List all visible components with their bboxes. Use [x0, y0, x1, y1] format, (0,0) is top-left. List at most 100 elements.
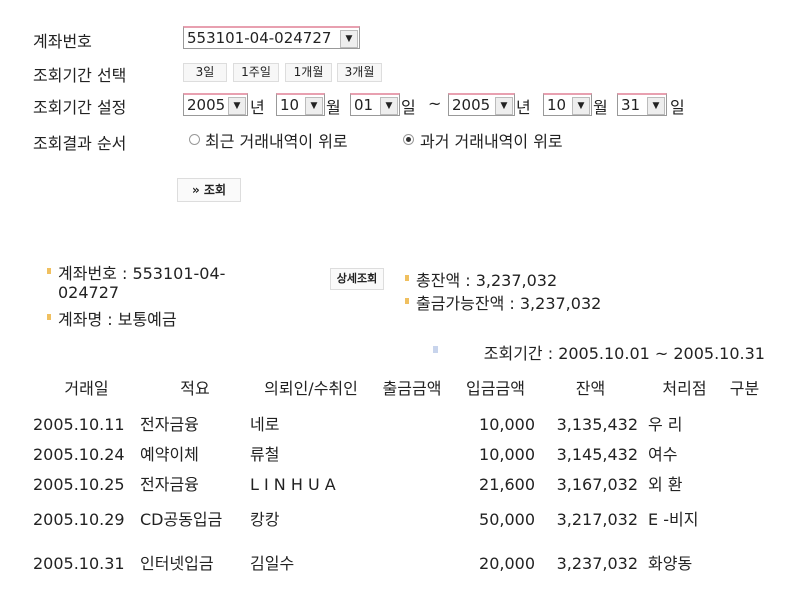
- cell-date: 2005.10.11: [33, 415, 125, 434]
- cell-type: [727, 500, 762, 540]
- bullet-icon: [47, 268, 51, 274]
- header-type: 구분: [729, 378, 760, 398]
- cell-branch: 외 환: [648, 475, 683, 494]
- unit-day: 일: [401, 98, 416, 117]
- available-balance: 출금가능잔액 : 3,237,032: [416, 294, 602, 313]
- to-year-select[interactable]: 2005 ▼: [448, 93, 515, 116]
- order-past-radio[interactable]: [403, 134, 414, 145]
- unit-month: 월: [593, 98, 608, 117]
- header-deposit: 입금금액: [466, 378, 525, 398]
- header-withdrawal: 출금금액: [382, 378, 442, 398]
- cell-deposit: 50,000: [479, 510, 535, 529]
- cell-counterparty: 네로: [250, 415, 280, 434]
- table-row: 2005.10.11 전자금융 네로 10,000 3,135,432 우 리: [33, 410, 762, 440]
- header-date: 거래일: [64, 378, 109, 398]
- cell-counterparty: 김일수: [250, 554, 295, 573]
- account-select[interactable]: 553101-04-024727 ▼: [183, 26, 360, 49]
- chevron-down-icon: ▼: [305, 97, 323, 115]
- unit-month: 월: [326, 98, 341, 117]
- cell-withdrawal: [372, 500, 452, 540]
- chevron-down-icon: ▼: [572, 97, 590, 115]
- chevron-down-icon: ▼: [647, 97, 665, 115]
- cell-summary: 전자금융: [140, 475, 199, 494]
- period-1m-button[interactable]: 1개월: [285, 63, 332, 82]
- value: 10: [547, 96, 567, 114]
- period-3d-button[interactable]: 3일: [183, 63, 227, 82]
- cell-summary: 전자금융: [140, 415, 199, 434]
- cell-type: [727, 540, 762, 588]
- cell-date: 2005.10.29: [33, 510, 125, 529]
- header-summary: 적요: [180, 378, 210, 398]
- cell-type: [727, 440, 762, 470]
- detail-button[interactable]: 상세조회: [330, 268, 384, 290]
- account-number-line2: 024727: [58, 283, 120, 302]
- period-1w-button[interactable]: 1주일: [233, 63, 279, 82]
- header-counterparty: 의뢰인/수취인: [264, 378, 358, 398]
- header-balance: 잔액: [575, 378, 606, 398]
- transaction-table: 거래일 적요 의뢰인/수취인 출금금액 입금금액 잔액 처리점 구분 2005.10.11 전자…: [33, 366, 762, 588]
- cell-balance: 3,145,432: [556, 445, 638, 464]
- cell-branch: 화양동: [648, 554, 693, 573]
- cell-withdrawal: [372, 540, 452, 588]
- bullet-icon: [405, 275, 409, 281]
- value: 10: [280, 96, 300, 114]
- period-select-label: 조회기간 선택: [33, 66, 127, 85]
- period-set-label: 조회기간 설정: [33, 98, 127, 117]
- order-recent-label[interactable]: 최근 거래내역이 위로: [205, 132, 348, 151]
- cell-branch: E -비지: [648, 510, 699, 529]
- table-row: 2005.10.31 인터넷입금 김일수 20,000 3,237,032 화양동: [33, 540, 762, 588]
- order-label: 조회결과 순서: [33, 134, 127, 153]
- chevron-down-icon: ▼: [495, 97, 513, 115]
- unit-year: 년: [250, 98, 265, 117]
- total-balance: 총잔액 : 3,237,032: [416, 271, 558, 290]
- cell-branch: 우 리: [648, 415, 683, 434]
- order-recent-radio[interactable]: [189, 134, 200, 145]
- cell-withdrawal: [372, 440, 452, 470]
- cell-summary: CD공동입금: [140, 510, 223, 529]
- unit-year: 년: [516, 98, 531, 117]
- cell-date: 2005.10.24: [33, 445, 125, 464]
- table-header: 거래일 적요 의뢰인/수취인 출금금액 입금금액 잔액 처리점 구분: [33, 366, 762, 410]
- cell-balance: 3,237,032: [556, 554, 638, 573]
- bullet-icon: [47, 314, 51, 320]
- cell-balance: 3,217,032: [556, 510, 638, 529]
- query-period: 조회기간 : 2005.10.01 ~ 2005.10.31: [483, 344, 765, 363]
- cell-balance: 3,135,432: [556, 415, 638, 434]
- value: 31: [621, 96, 641, 114]
- table-row: 2005.10.25 전자금융 L I N H U A 21,600 3,167,032…: [33, 470, 762, 500]
- from-day-select[interactable]: 01 ▼: [350, 93, 400, 116]
- cell-date: 2005.10.31: [33, 554, 125, 573]
- cell-deposit: 10,000: [479, 445, 535, 464]
- table-row: 2005.10.24 예약이체 류철 10,000 3,145,432 여수: [33, 440, 762, 470]
- chevron-down-icon: ▼: [380, 97, 398, 115]
- cell-date: 2005.10.25: [33, 475, 125, 494]
- period-3m-button[interactable]: 3개월: [337, 63, 382, 82]
- cell-deposit: 21,600: [479, 475, 535, 494]
- account-value: 553101-04-024727: [187, 29, 332, 47]
- cell-type: [727, 410, 762, 440]
- cell-counterparty: L I N H U A: [250, 475, 336, 494]
- from-month-select[interactable]: 10 ▼: [276, 93, 325, 116]
- cell-summary: 인터넷입금: [140, 554, 214, 573]
- cell-deposit: 20,000: [479, 554, 535, 573]
- account-name: 계좌명 : 보통예금: [58, 310, 177, 329]
- account-label: 계좌번호: [33, 32, 92, 51]
- search-button[interactable]: » 조회: [177, 178, 241, 202]
- order-past-label[interactable]: 과거 거래내역이 위로: [420, 132, 563, 151]
- cell-branch: 여수: [648, 445, 678, 464]
- tilde: ~: [428, 94, 442, 113]
- cell-balance: 3,167,032: [556, 475, 638, 494]
- cell-deposit: 10,000: [479, 415, 535, 434]
- square-bullet-icon: [433, 346, 438, 353]
- from-year-select[interactable]: 2005 ▼: [183, 93, 248, 116]
- cell-counterparty: 캉캉: [250, 510, 280, 529]
- cell-withdrawal: [372, 410, 452, 440]
- value: 01: [354, 96, 374, 114]
- chevron-down-icon: ▼: [228, 97, 246, 115]
- value: 2005: [187, 96, 226, 114]
- to-month-select[interactable]: 10 ▼: [543, 93, 592, 116]
- unit-day: 일: [670, 98, 685, 117]
- cell-summary: 예약이체: [140, 445, 199, 464]
- table-row: 2005.10.29 CD공동입금 캉캉 50,000 3,217,032 E -비지: [33, 500, 762, 540]
- to-day-select[interactable]: 31 ▼: [617, 93, 667, 116]
